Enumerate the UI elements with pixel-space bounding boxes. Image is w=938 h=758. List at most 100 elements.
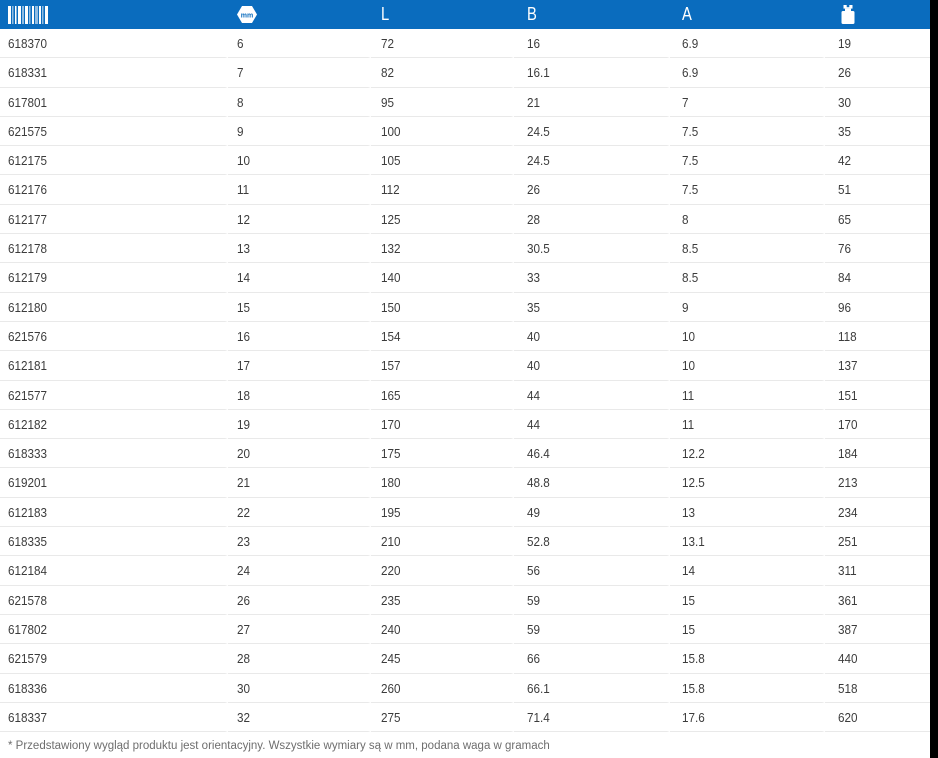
cell-A: 11 xyxy=(670,409,825,440)
cell-A: 12.2 xyxy=(670,439,825,469)
cell-weight: 518 xyxy=(825,674,930,703)
footnote: * Przedstawiony wygląd produktu jest ori… xyxy=(8,740,550,753)
cell-B: 24.5 xyxy=(514,116,670,147)
table-row: 612178 13 132 30.5 8.5 76 xyxy=(0,234,930,264)
cell-L: 150 xyxy=(371,292,514,322)
table-header-row: mm L B A xyxy=(0,0,930,29)
cell-code: 618370 xyxy=(0,29,228,59)
table-row: 618333 20 175 46.4 12.2 184 xyxy=(0,439,930,469)
cell-L: 195 xyxy=(371,497,514,528)
cell-B: 49 xyxy=(514,497,670,528)
cell-B: 21 xyxy=(514,87,670,117)
table-row: 617801 8 95 21 7 30 xyxy=(0,87,930,117)
cell-size: 13 xyxy=(228,234,371,264)
cell-size: 10 xyxy=(228,146,371,176)
cell-code: 612175 xyxy=(0,146,228,176)
cell-weight: 213 xyxy=(825,468,930,498)
table-row: 617802 27 240 59 15 387 xyxy=(0,614,930,645)
cell-code: 618335 xyxy=(0,527,228,557)
cell-weight: 19 xyxy=(825,29,930,59)
cell-code: 612183 xyxy=(0,497,228,528)
cell-L: 240 xyxy=(371,614,514,645)
cell-code: 612176 xyxy=(0,175,228,205)
cell-A: 8.5 xyxy=(670,234,825,264)
table-row: 618335 23 210 52.8 13.1 251 xyxy=(0,527,930,557)
table-row: 612184 24 220 56 14 311 xyxy=(0,556,930,586)
cell-weight: 251 xyxy=(825,527,930,557)
cell-code: 621576 xyxy=(0,321,228,352)
cell-B: 56 xyxy=(514,556,670,586)
cell-size: 7 xyxy=(228,58,371,88)
cell-size: 8 xyxy=(228,87,371,117)
cell-B: 44 xyxy=(514,380,670,410)
svg-text:mm: mm xyxy=(241,12,253,19)
table-row: 612175 10 105 24.5 7.5 42 xyxy=(0,146,930,176)
cell-code: 618331 xyxy=(0,58,228,88)
cell-B: 35 xyxy=(514,292,670,322)
cell-B: 16 xyxy=(514,29,670,59)
cell-code: 617802 xyxy=(0,614,228,645)
cell-B: 52.8 xyxy=(514,527,670,557)
cell-code: 612178 xyxy=(0,234,228,264)
cell-L: 245 xyxy=(371,644,514,674)
cell-weight: 234 xyxy=(825,498,930,528)
cell-B: 66 xyxy=(514,644,670,674)
table-row: 612183 22 195 49 13 234 xyxy=(0,497,930,528)
cell-weight: 118 xyxy=(825,322,930,352)
cell-A: 17.6 xyxy=(670,702,825,733)
cell-size: 26 xyxy=(228,585,371,615)
cell-code: 621578 xyxy=(0,585,228,615)
cell-B: 44 xyxy=(514,409,670,440)
table-row: 612180 15 150 35 9 96 xyxy=(0,292,930,322)
cell-size: 14 xyxy=(228,263,371,293)
header-label-A: A xyxy=(682,4,692,24)
cell-A: 7.5 xyxy=(670,175,825,205)
table-row: 621577 18 165 44 11 151 xyxy=(0,380,930,410)
header-cell-size: mm xyxy=(228,0,371,29)
cell-L: 170 xyxy=(371,409,514,440)
table-row: 621578 26 235 59 15 361 xyxy=(0,585,930,615)
cell-A: 8 xyxy=(670,204,825,235)
cell-A: 6.9 xyxy=(670,29,825,59)
cell-A: 15.8 xyxy=(670,673,825,703)
cell-code: 612179 xyxy=(0,263,228,293)
header-cell-code xyxy=(0,0,228,29)
cell-B: 33 xyxy=(514,263,670,293)
cell-code: 621575 xyxy=(0,116,228,147)
cell-weight: 35 xyxy=(825,117,930,147)
cell-size: 16 xyxy=(228,321,371,352)
cell-weight: 96 xyxy=(825,293,930,322)
table-row: 612176 11 112 26 7.5 51 xyxy=(0,175,930,205)
cell-A: 15 xyxy=(670,614,825,645)
cell-L: 165 xyxy=(371,380,514,410)
cell-code: 619201 xyxy=(0,468,228,498)
cell-weight: 440 xyxy=(825,644,930,674)
cell-L: 220 xyxy=(371,556,514,586)
table-row: 612181 17 157 40 10 137 xyxy=(0,351,930,381)
cell-A: 13.1 xyxy=(670,527,825,557)
cell-B: 16.1 xyxy=(514,58,670,88)
cell-size: 6 xyxy=(228,29,371,59)
cell-size: 23 xyxy=(228,527,371,557)
cell-size: 28 xyxy=(228,644,371,674)
cell-weight: 51 xyxy=(825,175,930,205)
cell-L: 95 xyxy=(371,87,514,117)
cell-weight: 184 xyxy=(825,439,930,469)
cell-L: 132 xyxy=(371,234,514,264)
cell-L: 175 xyxy=(371,439,514,469)
cell-code: 617801 xyxy=(0,87,228,117)
cell-size: 24 xyxy=(228,556,371,586)
cell-A: 13 xyxy=(670,497,825,528)
cell-A: 12.5 xyxy=(670,468,825,498)
product-spec-table: mm L B A xyxy=(0,0,930,733)
right-edge-strip xyxy=(930,0,938,758)
cell-B: 30.5 xyxy=(514,234,670,264)
cell-size: 32 xyxy=(228,702,371,733)
table-row: 618336 30 260 66.1 15.8 518 xyxy=(0,673,930,703)
cell-L: 157 xyxy=(371,351,514,381)
cell-L: 100 xyxy=(371,116,514,147)
cell-code: 618333 xyxy=(0,439,228,469)
cell-weight: 387 xyxy=(825,615,930,645)
cell-code: 612181 xyxy=(0,351,228,381)
